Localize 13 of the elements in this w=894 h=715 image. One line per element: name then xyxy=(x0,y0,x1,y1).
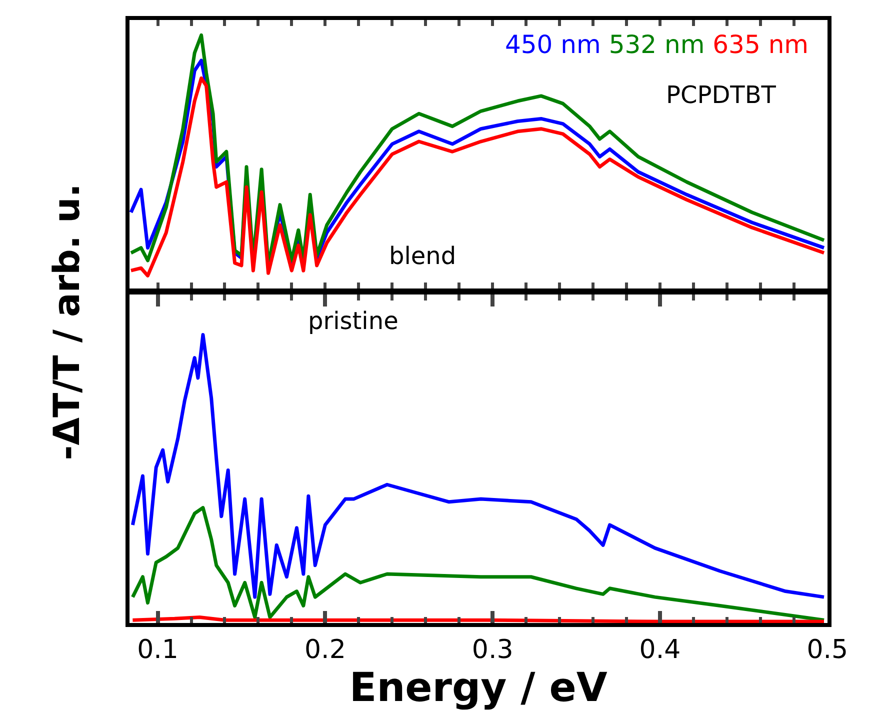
annotation: pristine xyxy=(308,307,398,335)
x-tick-label: 0.5 xyxy=(806,635,848,666)
x-tick-label: 0.1 xyxy=(137,635,178,666)
x-tick-label: 0.4 xyxy=(639,635,681,666)
annotation: PCPDTBT xyxy=(666,81,776,109)
text: 450 nm xyxy=(505,30,601,59)
x-axis-title: Energy / eV xyxy=(349,665,608,712)
text: 635 nm xyxy=(712,30,809,59)
x-tick-label: 0.2 xyxy=(304,635,346,666)
text: 532 nm xyxy=(608,30,705,59)
y-axis-title: -ΔT/T / arb. u. xyxy=(47,184,88,460)
annotation: blend xyxy=(389,242,456,270)
x-tick-label: 0.3 xyxy=(472,635,514,666)
